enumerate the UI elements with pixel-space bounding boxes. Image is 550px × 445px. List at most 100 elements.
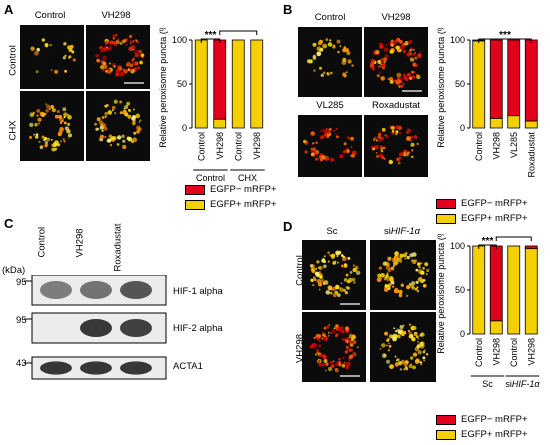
legend-text: EGFP− mRFP+ <box>461 198 528 209</box>
puncta <box>34 135 39 139</box>
puncta <box>314 278 317 282</box>
puncta <box>320 73 324 77</box>
puncta <box>399 132 402 135</box>
puncta <box>381 343 386 348</box>
puncta <box>62 56 66 60</box>
legend-item: EGFP+ mRFP+ <box>436 427 528 442</box>
puncta <box>316 46 322 51</box>
group-label: Sc <box>482 379 493 389</box>
puncta <box>37 117 42 122</box>
puncta <box>101 129 104 132</box>
x-tick-label: Control <box>196 132 206 161</box>
puncta <box>102 68 105 72</box>
puncta <box>316 351 319 354</box>
puncta <box>344 341 348 344</box>
blot-band <box>120 361 152 375</box>
puncta <box>412 365 416 370</box>
puncta <box>316 260 320 264</box>
puncta <box>379 145 383 149</box>
puncta <box>389 278 394 283</box>
puncta <box>398 293 403 298</box>
x-tick-label: VH298 <box>252 132 262 160</box>
puncta <box>63 121 67 125</box>
puncta <box>327 251 330 255</box>
puncta <box>119 42 123 45</box>
puncta <box>132 108 135 111</box>
puncta <box>408 331 412 335</box>
puncta <box>406 72 411 77</box>
legend-text: EGFP− mRFP+ <box>210 184 277 195</box>
puncta <box>63 42 67 46</box>
puncta <box>422 267 425 270</box>
puncta <box>343 361 347 364</box>
puncta <box>69 44 74 49</box>
puncta <box>371 66 376 71</box>
y-tick-label: 100 <box>450 35 465 45</box>
puncta <box>327 260 330 263</box>
puncta <box>119 71 125 77</box>
puncta <box>416 290 420 293</box>
d-col-label-si-hif: siHIF-1α <box>368 226 436 237</box>
puncta <box>422 283 427 288</box>
puncta <box>410 142 415 147</box>
bar-segment <box>194 39 208 129</box>
puncta <box>55 143 58 146</box>
puncta <box>392 261 398 266</box>
puncta <box>345 365 349 369</box>
puncta <box>425 353 429 356</box>
puncta <box>50 105 54 109</box>
puncta <box>384 288 388 292</box>
puncta <box>131 62 134 64</box>
puncta <box>137 66 140 70</box>
y-tick-label: 100 <box>450 241 465 251</box>
puncta <box>34 123 38 127</box>
bar-segment <box>489 320 503 335</box>
puncta <box>322 71 326 75</box>
puncta <box>397 334 401 339</box>
puncta <box>386 272 389 275</box>
puncta <box>312 343 318 348</box>
puncta <box>51 143 55 148</box>
western-blot <box>24 275 167 380</box>
puncta <box>51 139 53 141</box>
puncta <box>325 290 331 295</box>
x-tick-label: Control <box>474 132 484 161</box>
puncta <box>320 273 323 276</box>
puncta <box>33 111 36 114</box>
puncta <box>104 111 108 116</box>
puncta <box>399 325 404 329</box>
puncta <box>103 126 108 131</box>
y-tick-label: 50 <box>455 285 465 295</box>
puncta <box>409 334 413 338</box>
puncta <box>63 116 66 119</box>
puncta <box>329 291 333 295</box>
puncta <box>63 140 66 143</box>
puncta <box>119 111 123 115</box>
puncta <box>113 99 118 104</box>
d-image-si-vh298 <box>370 312 436 382</box>
puncta <box>45 109 49 113</box>
blot-band <box>80 281 112 299</box>
x-tick-label: VH298 <box>491 338 501 366</box>
puncta <box>417 338 420 340</box>
panel-label-a: A <box>4 2 14 17</box>
puncta <box>102 55 107 61</box>
puncta <box>99 134 104 139</box>
c-marker-95-b: 95 <box>16 315 27 326</box>
puncta <box>391 44 394 47</box>
puncta <box>321 363 325 367</box>
puncta <box>94 122 97 126</box>
puncta <box>334 260 337 263</box>
puncta <box>46 104 51 109</box>
puncta <box>36 109 41 113</box>
puncta <box>397 125 403 131</box>
puncta <box>104 135 107 139</box>
puncta <box>354 265 359 270</box>
a-image-control-vh298 <box>86 25 150 89</box>
b-image-vh298 <box>364 27 428 97</box>
puncta <box>386 359 390 364</box>
puncta <box>62 138 65 141</box>
puncta <box>95 127 99 131</box>
puncta <box>351 64 354 67</box>
puncta <box>398 289 403 295</box>
